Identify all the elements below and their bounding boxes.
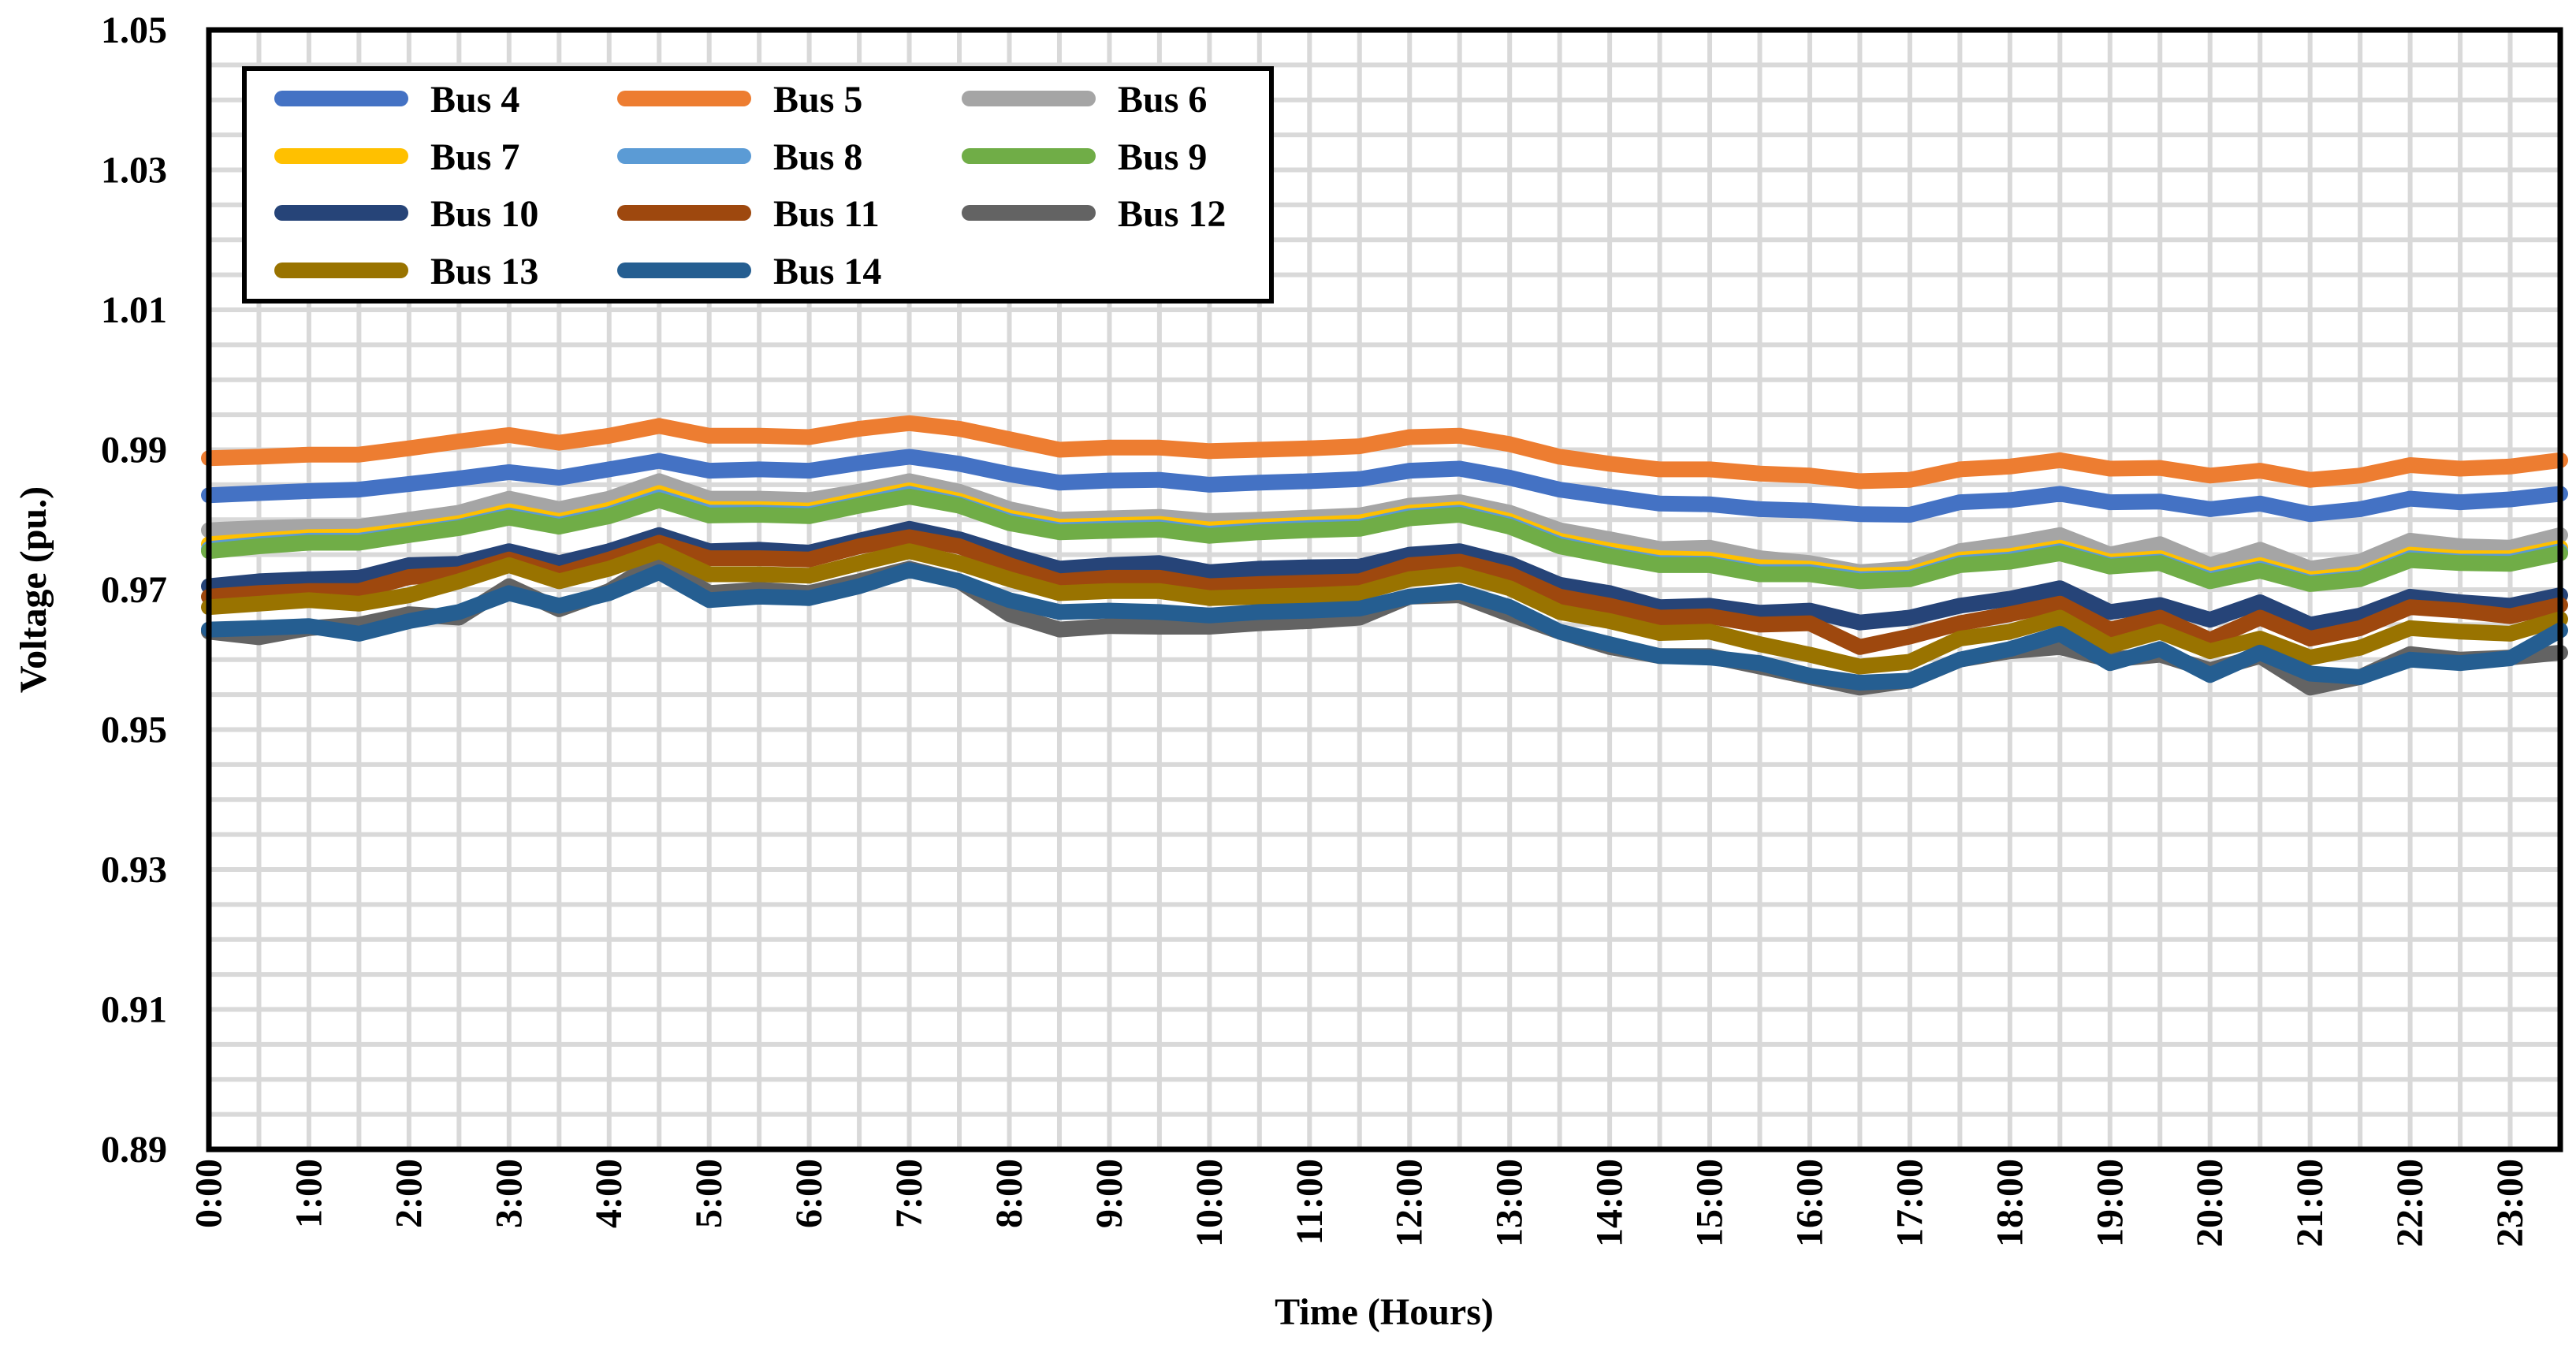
y-tick-label: 0.89: [101, 1129, 167, 1171]
series-line-bus-9: [201, 489, 2568, 592]
x-tick-label: 7:00: [888, 1159, 930, 1228]
x-tick-label: 9:00: [1089, 1159, 1130, 1228]
x-tick-label: 17:00: [1889, 1159, 1930, 1247]
y-tick-label: 1.01: [101, 289, 167, 331]
x-tick-label: 0:00: [188, 1159, 230, 1228]
x-tick-label: 8:00: [988, 1159, 1030, 1228]
x-tick-label: 1:00: [288, 1159, 329, 1228]
y-tick-label: 1.03: [101, 150, 167, 192]
series-line-bus-10: [201, 520, 2568, 633]
x-tick-label: 14:00: [1589, 1159, 1631, 1247]
y-tick-label: 0.91: [101, 989, 167, 1031]
y-tick-label: 0.95: [101, 709, 167, 751]
x-tick-label: 21:00: [2289, 1159, 2331, 1247]
x-tick-label: 20:00: [2189, 1159, 2231, 1247]
x-tick-label: 22:00: [2389, 1159, 2431, 1247]
legend-label-bus-14: Bus 14: [773, 251, 881, 292]
legend-label-bus-13: Bus 13: [430, 251, 538, 292]
series-line-bus-11: [201, 529, 2568, 655]
x-tick-label: 16:00: [1789, 1159, 1830, 1247]
series-line-bus-5: [201, 415, 2568, 490]
legend-label-bus-7: Bus 7: [430, 136, 519, 178]
y-tick-label: 0.99: [101, 430, 167, 471]
x-tick-label: 23:00: [2489, 1159, 2531, 1247]
x-tick-label: 2:00: [388, 1159, 430, 1228]
legend-label-bus-4: Bus 4: [430, 79, 519, 121]
x-tick-label: 5:00: [688, 1159, 730, 1228]
series-lines: [201, 415, 2568, 696]
x-tick-label: 15:00: [1689, 1159, 1731, 1247]
legend-label-bus-10: Bus 10: [430, 193, 538, 235]
x-tick-label: 4:00: [588, 1159, 630, 1228]
x-tick-label: 19:00: [2089, 1159, 2131, 1247]
legend-box: [242, 66, 1274, 303]
legend-label-bus-6: Bus 6: [1118, 79, 1207, 121]
series-line-bus-14: [201, 562, 2568, 691]
legend-label-bus-5: Bus 5: [773, 79, 862, 121]
legend-label-bus-12: Bus 12: [1118, 193, 1226, 235]
x-axis-title: Time (Hours): [1275, 1291, 1494, 1333]
y-axis-title: Voltage (pu.): [13, 486, 54, 693]
series-line-bus-13: [201, 543, 2568, 675]
legend-label-bus-11: Bus 11: [773, 193, 880, 235]
legend-label-bus-8: Bus 8: [773, 136, 862, 178]
y-tick-label: 0.97: [101, 569, 167, 611]
x-tick-label: 6:00: [788, 1159, 830, 1228]
x-tick-label: 10:00: [1189, 1159, 1230, 1247]
x-tick-label: 13:00: [1489, 1159, 1531, 1247]
legend-label-bus-9: Bus 9: [1118, 136, 1207, 178]
x-tick-label: 18:00: [1989, 1159, 2031, 1247]
plot-area-border: [206, 27, 2563, 1153]
y-tick-label: 1.05: [101, 9, 167, 51]
legend: Bus 4 Bus 5 Bus 6 Bus 7 Bus 8 Bus 9 Bus 10 Bus …: [242, 66, 1274, 303]
series-line-bus-4: [201, 449, 2568, 523]
x-tick-label: 11:00: [1289, 1159, 1331, 1245]
y-axis-ticks: 1.05 1.03 1.01 0.99 0.97 0.95 0.93 0.91 0.89: [101, 9, 167, 1171]
y-tick-label: 0.93: [101, 849, 167, 891]
x-tick-label: 12:00: [1389, 1159, 1431, 1247]
x-tick-label: 3:00: [488, 1159, 530, 1228]
x-axis-ticks: 0:00 1:00 2:00 3:00 4:00 5:00 6:00 7:00 8:00 9:00…: [188, 1159, 2532, 1247]
